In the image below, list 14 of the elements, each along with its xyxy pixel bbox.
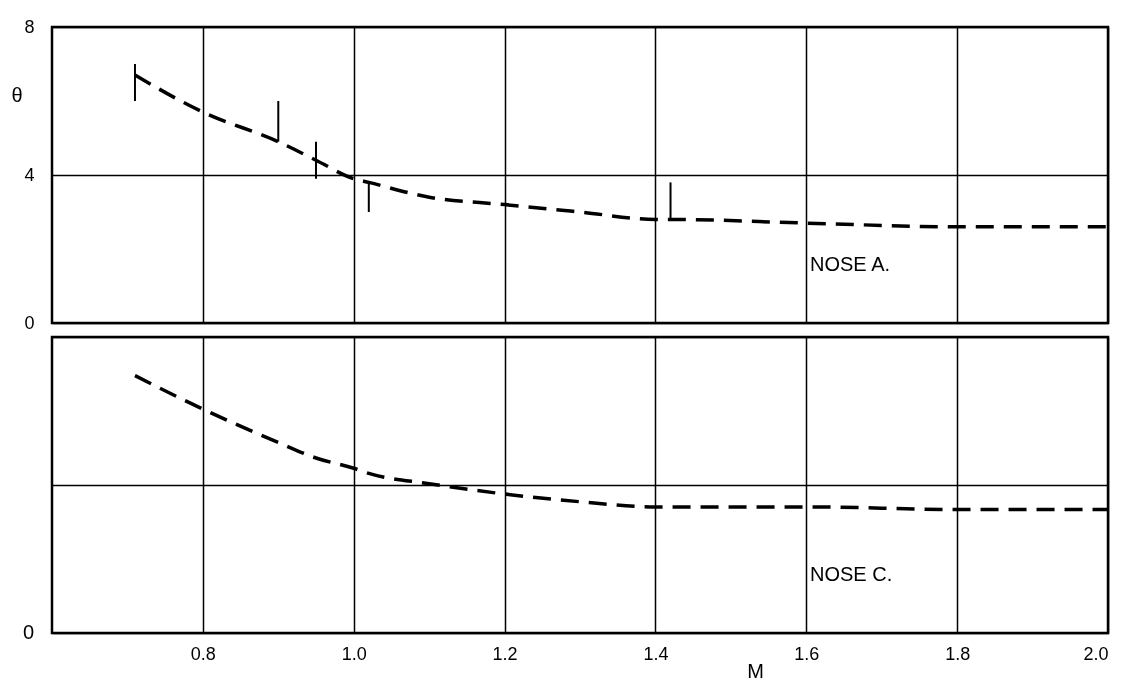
y-tick-label: 4 [24, 164, 35, 185]
x-tick-label: 0.8 [190, 643, 216, 664]
x-tick-label: 1.4 [643, 643, 669, 664]
x-tick-label: 2.0 [1083, 643, 1109, 664]
x-tick-label: 1.0 [341, 643, 367, 664]
y-tick-label: 8 [24, 16, 35, 37]
x-axis-title: M [747, 659, 764, 682]
annotation: NOSE A. [810, 253, 891, 275]
x-tick-label: 1.8 [945, 643, 971, 664]
annotation: NOSE C. [810, 563, 893, 585]
x-tick-label: 1.2 [492, 643, 518, 664]
y-axis-title: θ [11, 83, 23, 106]
y-tick-label: 0 [24, 312, 35, 333]
x-tick-label: 1.6 [794, 643, 820, 664]
